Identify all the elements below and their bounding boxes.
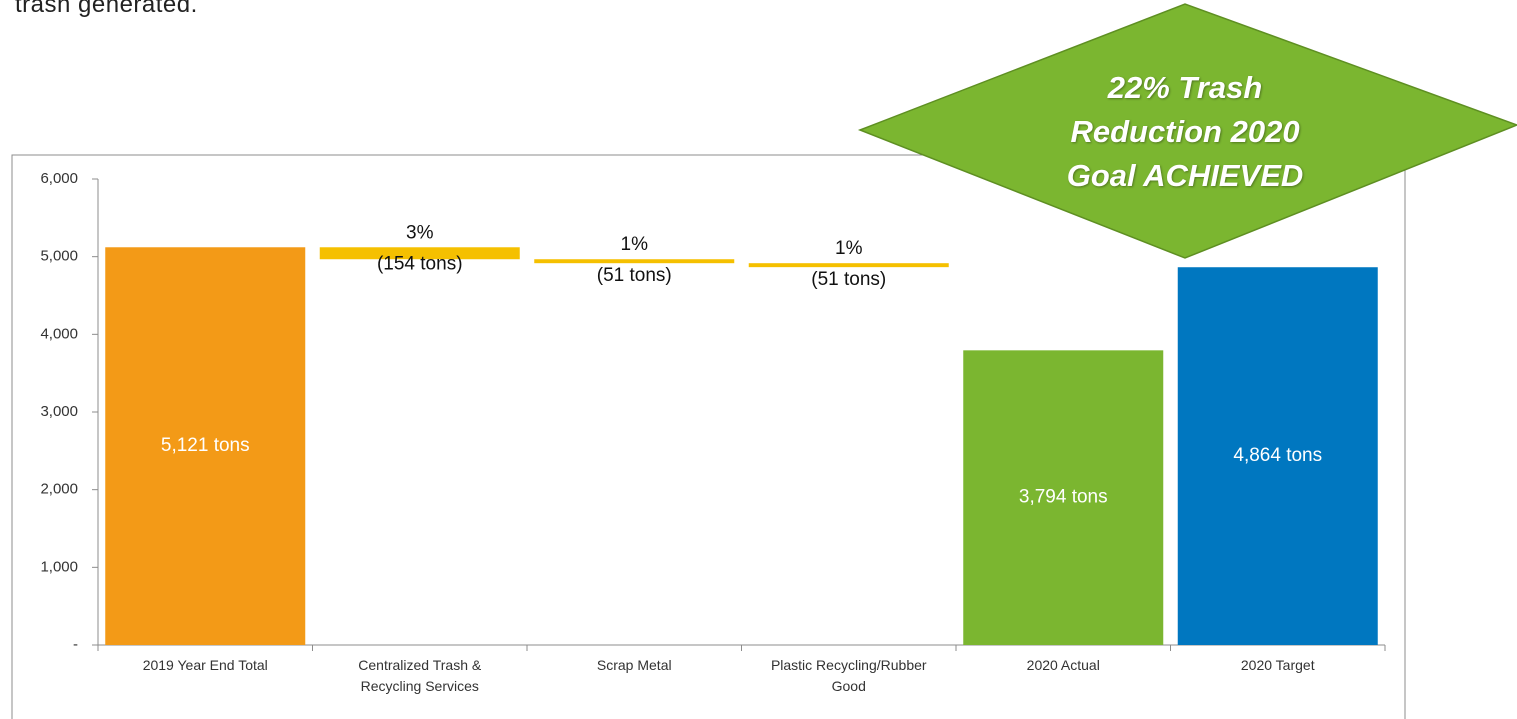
x-tick-label: Scrap Metal bbox=[596, 657, 672, 673]
value-label: 5,121 tons bbox=[161, 435, 250, 456]
y-tick-label: 4,000 bbox=[40, 325, 78, 342]
bar bbox=[963, 350, 1164, 645]
bar bbox=[319, 247, 520, 260]
y-tick-label: 2,000 bbox=[40, 481, 78, 498]
value-label: (51 tons) bbox=[811, 269, 886, 290]
value-label: (154 tons) bbox=[377, 253, 463, 274]
goal-diamond bbox=[857, 3, 1517, 259]
x-tick-label: Centralized Trash & Recycling Services bbox=[358, 657, 482, 694]
y-tick-label: 6,000 bbox=[40, 170, 78, 187]
goal-annotation: 22% Trash Reduction 2020 Goal ACHIEVED bbox=[1066, 70, 1304, 193]
x-tick-label: 2020 Actual bbox=[1026, 657, 1100, 673]
percent-label: 1% bbox=[621, 234, 649, 255]
x-tick-label: 2020 Target bbox=[1240, 657, 1315, 673]
y-tick-label: 1,000 bbox=[40, 558, 78, 575]
intro-text: trash generated. bbox=[15, 0, 198, 18]
chart-frame bbox=[11, 154, 1406, 719]
bar bbox=[534, 259, 735, 264]
x-tick-label: Plastic Recycling/Rubber Good bbox=[770, 657, 927, 694]
percent-label: 3% bbox=[406, 222, 434, 243]
y-tick-label: 3,000 bbox=[40, 403, 78, 420]
bar bbox=[105, 247, 306, 646]
x-tick-label: 2019 Year End Total bbox=[142, 657, 268, 673]
value-label: 3,794 tons bbox=[1019, 487, 1108, 508]
y-tick-label: - bbox=[73, 636, 78, 653]
value-label: 4,864 tons bbox=[1233, 445, 1322, 466]
bar bbox=[748, 263, 949, 268]
y-tick-label: 5,000 bbox=[40, 248, 78, 265]
value-label: (51 tons) bbox=[597, 265, 672, 286]
bar bbox=[1177, 267, 1378, 645]
percent-label: 1% bbox=[835, 238, 863, 259]
